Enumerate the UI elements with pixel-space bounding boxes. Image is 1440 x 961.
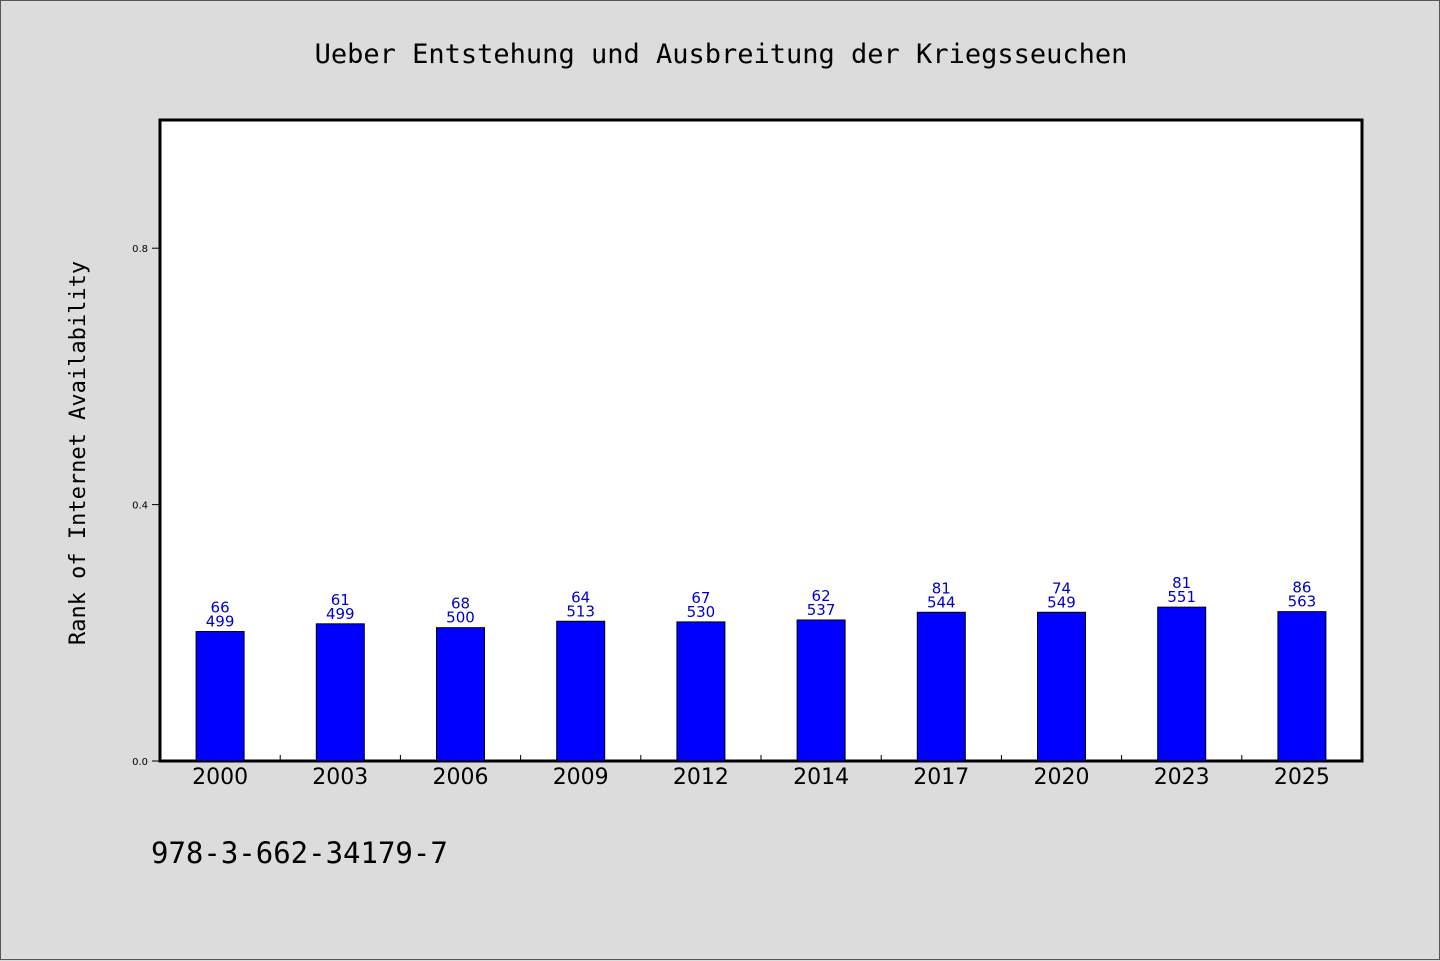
bar xyxy=(315,623,365,762)
bar xyxy=(556,620,606,762)
y-tick-label: 0.8 xyxy=(132,244,148,255)
data-label-top: 67 xyxy=(691,589,710,607)
bar xyxy=(796,619,846,762)
bar xyxy=(436,627,485,762)
chart-title: Ueber Entstehung und Ausbreitung der Kri… xyxy=(315,39,1128,70)
data-label-bottom: 551 xyxy=(1167,588,1196,606)
x-tick-label: 2009 xyxy=(553,765,609,790)
x-tick-label: 2014 xyxy=(793,765,849,790)
data-label-bottom: 499 xyxy=(326,605,355,623)
data-label-top: 66 xyxy=(211,599,230,617)
x-tick-label: 2006 xyxy=(433,765,489,790)
bar xyxy=(1277,611,1327,762)
data-label-top: 61 xyxy=(331,591,350,609)
bar-series xyxy=(195,606,1327,762)
x-tick-label: 2023 xyxy=(1154,765,1210,790)
data-label-bottom: 549 xyxy=(1047,593,1076,611)
bar xyxy=(676,621,726,762)
y-tick-label: 0.4 xyxy=(132,501,148,512)
x-tick-label: 2003 xyxy=(312,765,368,790)
x-tick-label: 2017 xyxy=(913,765,969,790)
x-tick-label: 2025 xyxy=(1274,765,1330,790)
data-label-top: 81 xyxy=(932,579,951,597)
data-label-bottom: 563 xyxy=(1288,593,1317,611)
data-label-bottom: 544 xyxy=(927,593,956,611)
x-axis-ticks: 2000 2003 2006 2009 2012 2014 2017 2020 2023 2025 xyxy=(192,755,1330,790)
x-tick-label: 2000 xyxy=(192,765,248,790)
data-label-top: 64 xyxy=(571,588,590,606)
data-label-bottom: 530 xyxy=(687,603,716,621)
y-axis-ticks: 0.0 0.4 0.8 xyxy=(132,244,160,768)
data-label-bottom: 500 xyxy=(446,609,475,627)
data-label-top: 68 xyxy=(451,595,470,613)
data-label-bottom: 513 xyxy=(566,602,595,620)
data-label-top: 81 xyxy=(1172,574,1191,592)
bar xyxy=(1037,611,1086,762)
isbn-text: 978-3-662-34179-7 xyxy=(151,836,448,870)
y-tick-label: 0.0 xyxy=(132,757,148,768)
bar xyxy=(195,631,245,762)
bar xyxy=(916,611,966,762)
x-tick-label: 2012 xyxy=(673,765,729,790)
x-tick-label: 2020 xyxy=(1034,765,1090,790)
data-label-top: 86 xyxy=(1292,579,1311,597)
data-label-bottom: 499 xyxy=(206,613,235,631)
data-label-top: 74 xyxy=(1052,579,1071,597)
data-label-top: 62 xyxy=(812,587,831,605)
data-label-bottom: 537 xyxy=(807,601,836,619)
bar xyxy=(1157,606,1207,762)
y-axis-label: Rank of Internet Availability xyxy=(66,261,91,645)
